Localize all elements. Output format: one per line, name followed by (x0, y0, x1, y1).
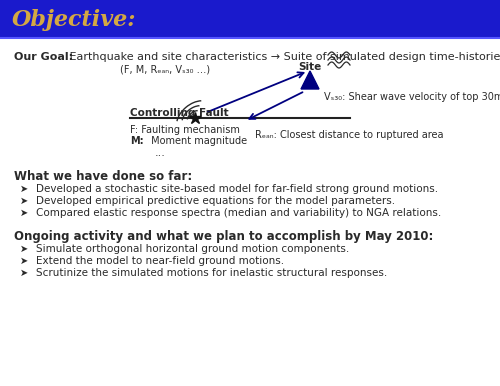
Text: Controlling Fault: Controlling Fault (130, 108, 228, 118)
Text: Compared elastic response spectra (median and variability) to NGA relations.: Compared elastic response spectra (media… (36, 208, 442, 218)
Text: ➤: ➤ (20, 184, 28, 194)
Polygon shape (301, 71, 319, 89)
Text: ➤: ➤ (20, 244, 28, 254)
Text: F: Faulting mechanism: F: Faulting mechanism (130, 125, 240, 135)
Text: Scrutinize the simulated motions for inelastic structural responses.: Scrutinize the simulated motions for ine… (36, 268, 387, 278)
Text: (F, M, Rₑₐₙ, Vₛ₃₀ …): (F, M, Rₑₐₙ, Vₛ₃₀ …) (120, 65, 210, 75)
Text: Simulate orthogonal horizontal ground motion components.: Simulate orthogonal horizontal ground mo… (36, 244, 349, 254)
Text: What we have done so far:: What we have done so far: (14, 170, 192, 183)
Text: Rₑₐₙ: Closest distance to ruptured area: Rₑₐₙ: Closest distance to ruptured area (255, 130, 444, 140)
Text: Developed empirical predictive equations for the model parameters.: Developed empirical predictive equations… (36, 196, 395, 206)
Text: ➤: ➤ (20, 256, 28, 266)
Text: ➤: ➤ (20, 196, 28, 206)
Text: ➤: ➤ (20, 268, 28, 278)
Text: Our Goal:: Our Goal: (14, 52, 73, 62)
Text: Moment magnitude: Moment magnitude (148, 136, 247, 146)
Text: Developed a stochastic site-based model for far-field strong ground motions.: Developed a stochastic site-based model … (36, 184, 438, 194)
Text: ...: ... (155, 148, 166, 158)
Text: Objective:: Objective: (12, 9, 136, 31)
Bar (0, 0, 500, 38)
Text: M:: M: (130, 136, 143, 146)
Text: Site: Site (298, 62, 322, 72)
Text: ➤: ➤ (20, 208, 28, 218)
Text: Vₛ₃₀: Shear wave velocity of top 30m: Vₛ₃₀: Shear wave velocity of top 30m (324, 92, 500, 102)
Text: Ongoing activity and what we plan to accomplish by May 2010:: Ongoing activity and what we plan to acc… (14, 230, 434, 243)
Text: Extend the model to near-field ground motions.: Extend the model to near-field ground mo… (36, 256, 284, 266)
Text: Earthquake and site characteristics → Suite of simulated design time-histories: Earthquake and site characteristics → Su… (66, 52, 500, 62)
